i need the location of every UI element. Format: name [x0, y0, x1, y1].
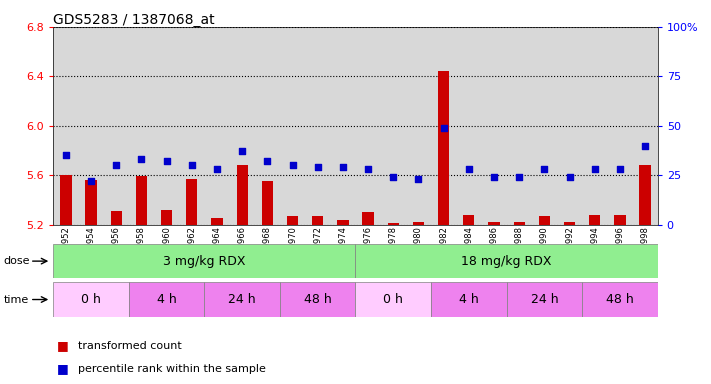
Point — [312, 164, 324, 170]
Point — [136, 156, 147, 162]
Text: 24 h: 24 h — [530, 293, 558, 306]
Bar — [161, 210, 172, 225]
Bar — [53, 244, 356, 278]
Bar — [607, 27, 633, 225]
Text: 3 mg/kg RDX: 3 mg/kg RDX — [163, 255, 246, 268]
Bar — [53, 27, 78, 225]
Bar — [456, 27, 481, 225]
Bar — [255, 27, 280, 225]
Bar — [532, 27, 557, 225]
Bar — [287, 216, 298, 225]
Bar — [305, 27, 331, 225]
Text: ■: ■ — [57, 362, 69, 375]
Bar — [129, 27, 154, 225]
Point — [111, 162, 122, 169]
Point — [186, 162, 198, 169]
Point — [413, 176, 424, 182]
Bar — [337, 220, 348, 225]
Bar — [60, 175, 72, 225]
Text: 4 h: 4 h — [459, 293, 479, 306]
Bar — [506, 27, 532, 225]
Bar — [237, 166, 248, 225]
Text: ■: ■ — [57, 339, 69, 352]
Bar — [380, 27, 406, 225]
Bar — [513, 222, 525, 225]
Bar — [78, 27, 104, 225]
Point — [237, 148, 248, 154]
Text: 18 mg/kg RDX: 18 mg/kg RDX — [461, 255, 552, 268]
Text: GDS5283 / 1387068_at: GDS5283 / 1387068_at — [53, 13, 215, 27]
Point — [363, 166, 374, 172]
Text: 48 h: 48 h — [304, 293, 331, 306]
Text: time: time — [4, 295, 29, 305]
Point — [539, 166, 550, 172]
Bar — [413, 222, 424, 225]
Bar — [406, 27, 431, 225]
Text: dose: dose — [4, 256, 30, 266]
Text: percentile rank within the sample: percentile rank within the sample — [78, 364, 266, 374]
Bar — [639, 166, 651, 225]
Text: transformed count: transformed count — [78, 341, 182, 351]
Bar — [136, 176, 147, 225]
Bar — [280, 27, 305, 225]
Bar — [53, 282, 129, 317]
Bar — [488, 222, 500, 225]
Point — [337, 164, 348, 170]
Bar — [438, 71, 449, 225]
Bar — [356, 244, 658, 278]
Bar — [85, 180, 97, 225]
Point — [488, 174, 500, 180]
Point — [463, 166, 474, 172]
Bar — [262, 181, 273, 225]
Bar — [230, 27, 255, 225]
Bar — [129, 282, 205, 317]
Point — [564, 174, 575, 180]
Bar — [179, 27, 205, 225]
Text: 0 h: 0 h — [383, 293, 403, 306]
Text: 24 h: 24 h — [228, 293, 256, 306]
Bar — [564, 222, 575, 225]
Bar — [582, 282, 658, 317]
Bar — [431, 27, 456, 225]
Point — [161, 158, 172, 164]
Bar — [589, 215, 600, 225]
Bar — [506, 282, 582, 317]
Bar — [633, 27, 658, 225]
Bar — [205, 27, 230, 225]
Text: 48 h: 48 h — [606, 293, 634, 306]
Bar — [431, 282, 506, 317]
Bar — [154, 27, 179, 225]
Bar — [582, 27, 607, 225]
Bar — [463, 215, 474, 225]
Text: 4 h: 4 h — [156, 293, 176, 306]
Bar — [211, 218, 223, 225]
Bar — [186, 179, 198, 225]
Point — [387, 174, 399, 180]
Bar — [331, 27, 356, 225]
Bar — [104, 27, 129, 225]
Text: 0 h: 0 h — [81, 293, 101, 306]
Bar — [539, 216, 550, 225]
Point — [639, 142, 651, 149]
Bar — [205, 282, 280, 317]
Point — [589, 166, 600, 172]
Point — [262, 158, 273, 164]
Bar — [363, 212, 374, 225]
Point — [513, 174, 525, 180]
Point — [438, 125, 449, 131]
Bar — [387, 223, 399, 225]
Bar — [614, 215, 626, 225]
Bar — [111, 211, 122, 225]
Point — [211, 166, 223, 172]
Point — [287, 162, 298, 169]
Bar — [356, 27, 380, 225]
Bar — [557, 27, 582, 225]
Point — [614, 166, 626, 172]
Bar — [312, 216, 324, 225]
Bar — [280, 282, 356, 317]
Bar — [481, 27, 506, 225]
Point — [85, 178, 97, 184]
Point — [60, 152, 72, 159]
Bar — [356, 282, 431, 317]
